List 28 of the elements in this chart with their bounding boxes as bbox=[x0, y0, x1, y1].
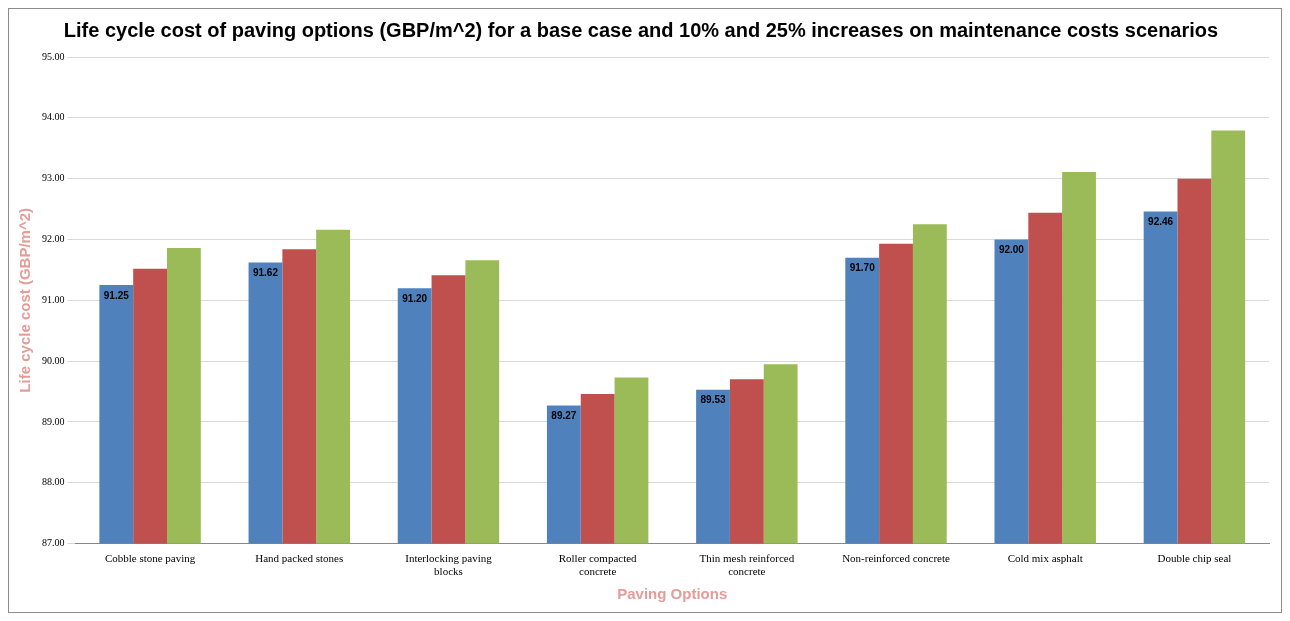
data-label: 92.46 bbox=[1148, 216, 1174, 228]
x-axis-title: Paving Options bbox=[617, 585, 728, 603]
y-tick-label: 93.00 bbox=[42, 172, 65, 184]
x-tick-label: Non-reinforced concrete bbox=[842, 552, 951, 565]
y-tick-label: 90.00 bbox=[42, 354, 65, 366]
data-label: 92.00 bbox=[998, 244, 1025, 256]
data-label: 91.25 bbox=[103, 289, 130, 301]
y-tick-label: 87.00 bbox=[42, 537, 65, 549]
x-tick-label: Cold mix asphalt bbox=[1007, 552, 1083, 565]
x-tick-label: Hand packed stones bbox=[255, 552, 344, 565]
y-tick-label: 91.00 bbox=[42, 293, 65, 305]
data-label: 91.20 bbox=[402, 292, 428, 304]
x-tick-label: Interlocking paving blocks bbox=[405, 552, 493, 578]
y-tick-label: 95.00 bbox=[42, 50, 65, 62]
x-tick-label: Cobble stone paving bbox=[104, 552, 196, 565]
y-tick-label: 94.00 bbox=[42, 111, 65, 123]
x-tick-label: Thin mesh reinforced concrete bbox=[699, 552, 795, 578]
data-label: 91.62 bbox=[252, 267, 279, 279]
y-tick-label: 89.00 bbox=[42, 415, 65, 427]
y-tick-label: 92.00 bbox=[42, 233, 65, 245]
y-axis-title: Life cycle cost (GBP/m^2) bbox=[16, 207, 34, 393]
data-label: 91.70 bbox=[849, 262, 876, 274]
x-tick-label: Roller compacted concrete bbox=[558, 552, 638, 578]
data-label: 89.27 bbox=[551, 410, 577, 422]
chart-title: Life cycle cost of paving options (GBP/m^2) for a base case and 10% and 25% increases on maintenance costs scenarios bbox=[63, 18, 1219, 41]
x-tick-label: Double chip seal bbox=[1157, 552, 1232, 565]
data-label: 89.53 bbox=[700, 394, 726, 406]
y-tick-label: 88.00 bbox=[42, 476, 65, 488]
